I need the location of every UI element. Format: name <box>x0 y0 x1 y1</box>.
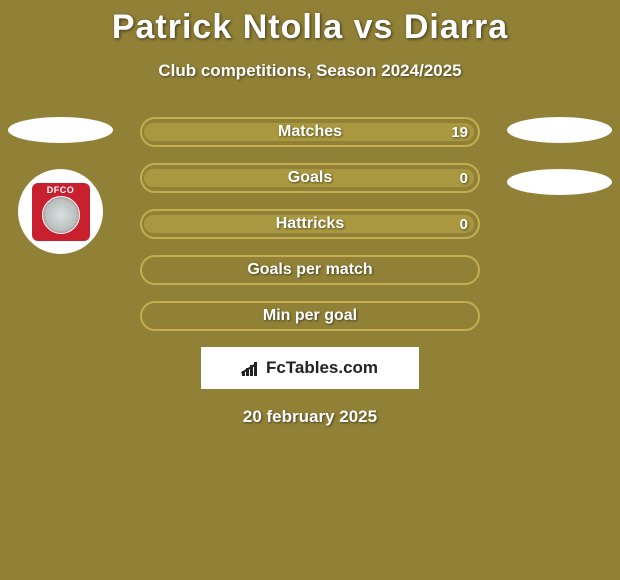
chart-icon <box>242 360 262 376</box>
stat-bar-goals: Goals 0 <box>140 163 480 193</box>
stat-label: Matches <box>278 123 342 141</box>
stat-label: Goals <box>288 169 332 187</box>
right-player-column <box>507 117 612 221</box>
stat-value-right: 19 <box>451 124 468 141</box>
right-player-club-ellipse <box>507 169 612 195</box>
club-badge-label: DFCO <box>47 185 75 195</box>
club-badge-emblem-icon <box>42 196 80 234</box>
brand-text: FcTables.com <box>266 358 378 378</box>
stat-bar-min-per-goal: Min per goal <box>140 301 480 331</box>
brand-box: FcTables.com <box>201 347 419 389</box>
right-player-name-ellipse <box>507 117 612 143</box>
stat-bars: Matches 19 Goals 0 Hattricks 0 Goals per… <box>140 117 480 331</box>
stat-label: Goals per match <box>247 261 372 279</box>
stat-value-right: 0 <box>460 216 468 233</box>
page-subtitle: Club competitions, Season 2024/2025 <box>0 61 620 81</box>
stat-bar-goals-per-match: Goals per match <box>140 255 480 285</box>
stat-label: Min per goal <box>263 307 357 325</box>
club-badge-icon: DFCO <box>32 183 90 241</box>
page-title: Patrick Ntolla vs Diarra <box>0 0 620 47</box>
left-player-name-ellipse <box>8 117 113 143</box>
stat-bar-hattricks: Hattricks 0 <box>140 209 480 239</box>
date-label: 20 february 2025 <box>0 407 620 427</box>
left-player-column: DFCO <box>8 117 113 254</box>
stat-bar-matches: Matches 19 <box>140 117 480 147</box>
stat-value-right: 0 <box>460 170 468 187</box>
left-player-avatar: DFCO <box>18 169 103 254</box>
comparison-panel: DFCO Matches 19 Goals 0 Hattricks 0 <box>0 117 620 331</box>
stat-label: Hattricks <box>276 215 344 233</box>
